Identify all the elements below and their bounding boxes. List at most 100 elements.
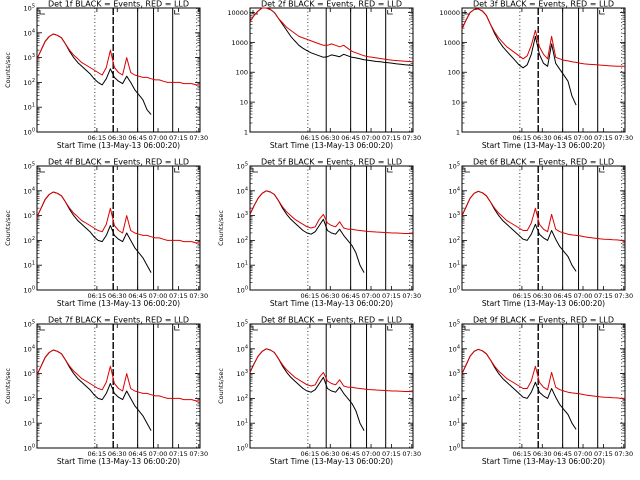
x-tick-label: 07:15 <box>169 134 188 142</box>
x-tick-label: 06:30 <box>108 450 127 458</box>
corner-mark <box>599 326 605 331</box>
x-tick-label: 06:30 <box>533 292 552 300</box>
y-tick-label: 103 <box>237 211 248 220</box>
x-tick-label: 07:15 <box>594 292 613 300</box>
corner-mark <box>174 168 180 173</box>
y-axis-label: Counts/sec <box>4 368 12 404</box>
plot-frame <box>461 323 626 449</box>
x-tick-label: 07:15 <box>169 292 188 300</box>
y-axis-label: Counts/sec <box>217 210 225 246</box>
x-tick-label: 06:15 <box>301 134 320 142</box>
x-tick-label: 07:30 <box>402 292 421 300</box>
y-tick-label: 10000 <box>439 9 460 17</box>
lld-series-line <box>461 8 625 67</box>
y-tick-label: 105 <box>237 162 248 171</box>
panel-title: Det 2f BLACK = Events, RED = LLD <box>261 0 402 9</box>
corner-mark <box>39 168 45 173</box>
corner-mark <box>252 10 258 15</box>
detector-panel-6: Det 6f BLACK = Events, RED = LLD 100 101 10… <box>449 158 634 309</box>
corner-mark <box>464 326 470 331</box>
x-tick-label: 07:30 <box>614 134 633 142</box>
y-axis-label: Counts/sec <box>4 52 12 88</box>
x-tick-label: 07:00 <box>574 134 593 142</box>
x-tick-label: 06:15 <box>513 450 532 458</box>
y-tick-label: 10000 <box>227 9 248 17</box>
y-tick-label: 104 <box>449 186 460 195</box>
detector-panel-4: Det 4f BLACK = Events, RED = LLD 100 101 10… <box>4 158 208 309</box>
panel-title: Det 6f BLACK = Events, RED = LLD <box>473 158 614 167</box>
x-tick-label: 06:45 <box>128 292 147 300</box>
detector-panel-7: Det 7f BLACK = Events, RED = LLD 100 101 10… <box>4 316 208 467</box>
x-tick-label: 06:15 <box>88 292 107 300</box>
panel-title: Det 3f BLACK = Events, RED = LLD <box>473 0 614 9</box>
x-tick-label: 07:30 <box>614 450 633 458</box>
lld-series-line <box>249 7 414 63</box>
events-series-line <box>249 190 365 273</box>
plot-frame <box>36 7 201 133</box>
x-axis-label: Start Time (13-May-13 06:00:20) <box>270 299 393 308</box>
y-tick-label: 105 <box>449 162 460 171</box>
x-tick-label: 07:00 <box>574 292 593 300</box>
corner-mark <box>464 168 470 173</box>
y-tick-label: 103 <box>24 211 35 220</box>
detector-panel-3: Det 3f BLACK = Events, RED = LLD 1 10 100 10… <box>439 0 633 150</box>
lld-series-line <box>36 33 200 86</box>
x-tick-label: 07:00 <box>149 134 168 142</box>
detector-panel-2: Det 2f BLACK = Events, RED = LLD 1 10 100 10… <box>227 0 421 150</box>
y-tick-label: 102 <box>24 78 35 87</box>
x-tick-label: 06:30 <box>533 450 552 458</box>
panel-title: Det 1f BLACK = Events, RED = LLD <box>48 0 189 9</box>
y-tick-label: 101 <box>24 261 35 270</box>
x-tick-label: 06:15 <box>88 450 107 458</box>
y-tick-label: 102 <box>237 394 248 403</box>
x-tick-label: 06:30 <box>321 134 340 142</box>
x-tick-label: 07:15 <box>382 292 401 300</box>
x-tick-label: 07:30 <box>189 134 208 142</box>
y-tick-label: 104 <box>24 28 35 37</box>
x-tick-label: 07:00 <box>149 450 168 458</box>
corner-mark <box>252 168 258 173</box>
y-tick-label: 103 <box>449 211 460 220</box>
x-tick-label: 07:00 <box>362 450 381 458</box>
detector-panel-9: Det 9f BLACK = Events, RED = LLD 100 101 10… <box>449 316 634 467</box>
x-tick-label: 06:45 <box>341 450 360 458</box>
y-tick-label: 100 <box>237 286 248 295</box>
y-tick-label: 105 <box>24 4 35 13</box>
plot-frame <box>36 323 201 449</box>
y-tick-label: 100 <box>24 286 35 295</box>
plot-frame <box>249 7 414 133</box>
x-tick-label: 06:45 <box>128 450 147 458</box>
x-axis-label: Start Time (13-May-13 06:00:20) <box>57 141 180 150</box>
x-tick-label: 06:45 <box>553 292 572 300</box>
y-tick-label: 10 <box>240 99 248 107</box>
corner-mark <box>39 326 45 331</box>
y-tick-label: 1000 <box>231 39 248 47</box>
lld-series-line <box>461 348 625 399</box>
x-axis-label: Start Time (13-May-13 06:00:20) <box>482 141 605 150</box>
panel-title: Det 5f BLACK = Events, RED = LLD <box>261 158 402 167</box>
x-axis-label: Start Time (13-May-13 06:00:20) <box>482 299 605 308</box>
x-axis-label: Start Time (13-May-13 06:00:20) <box>482 457 605 466</box>
detector-panel-8: Det 8f BLACK = Events, RED = LLD 100 101 10… <box>217 316 421 467</box>
y-tick-label: 1000 <box>443 39 460 47</box>
x-tick-label: 07:00 <box>362 134 381 142</box>
x-tick-label: 06:45 <box>553 134 572 142</box>
x-tick-label: 06:45 <box>553 450 572 458</box>
x-tick-label: 06:15 <box>513 292 532 300</box>
corner-mark <box>39 10 45 15</box>
y-tick-label: 102 <box>449 236 460 245</box>
y-tick-label: 101 <box>24 103 35 112</box>
y-tick-label: 103 <box>24 53 35 62</box>
x-tick-label: 06:45 <box>341 134 360 142</box>
events-series-line <box>249 348 365 431</box>
plot-frame <box>461 7 626 133</box>
x-tick-label: 07:00 <box>149 292 168 300</box>
panel-title: Det 7f BLACK = Events, RED = LLD <box>48 316 189 325</box>
y-tick-label: 103 <box>24 369 35 378</box>
y-tick-label: 104 <box>237 186 248 195</box>
y-tick-label: 104 <box>237 344 248 353</box>
events-series-line <box>249 7 414 66</box>
y-tick-label: 100 <box>24 444 35 453</box>
x-tick-label: 07:00 <box>362 292 381 300</box>
y-tick-label: 103 <box>449 369 460 378</box>
